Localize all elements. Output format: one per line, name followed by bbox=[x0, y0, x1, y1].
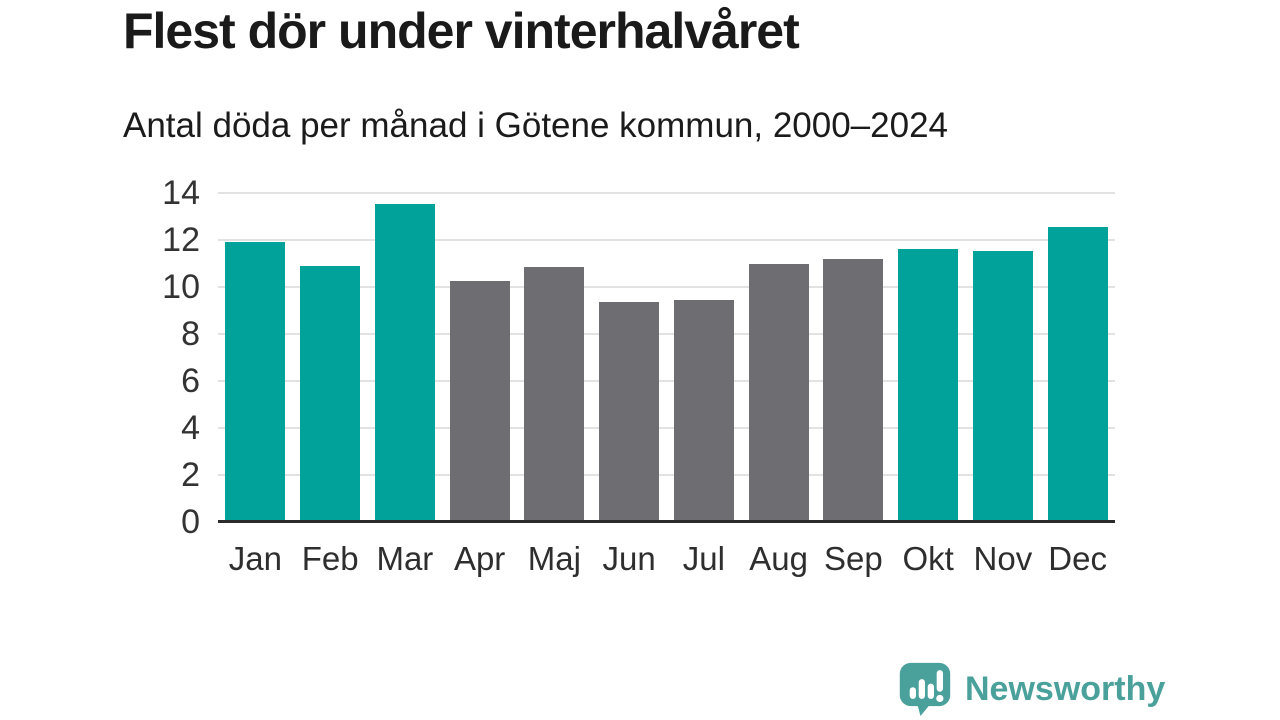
logo-bar-3 bbox=[927, 683, 934, 699]
gridline-y6 bbox=[218, 380, 1115, 382]
bar-jun bbox=[599, 302, 660, 522]
bar-aug bbox=[748, 263, 809, 522]
brand-name: Newsworthy bbox=[965, 669, 1166, 708]
x-tick-label-feb: Feb bbox=[301, 540, 359, 577]
x-tick-label-jul: Jul bbox=[682, 540, 725, 577]
y-tick-label-12: 12 bbox=[162, 221, 200, 259]
y-tick-label-6: 6 bbox=[181, 362, 200, 400]
bar-apr bbox=[449, 281, 510, 522]
bar-feb bbox=[300, 265, 361, 522]
logo-exclamation-stem bbox=[936, 670, 943, 692]
x-tick-label-jun: Jun bbox=[602, 540, 656, 577]
logo-bar-1 bbox=[909, 687, 916, 699]
y-tick-label-4: 4 bbox=[181, 409, 200, 447]
y-tick-label-0: 0 bbox=[181, 503, 200, 541]
bar-mar bbox=[374, 203, 435, 522]
x-tick-label-sep: Sep bbox=[824, 540, 883, 577]
bar-jan bbox=[225, 242, 286, 522]
gridline-y12 bbox=[218, 239, 1115, 241]
logo-exclamation-dot bbox=[936, 694, 944, 703]
x-tick-label-aug: Aug bbox=[749, 540, 808, 577]
newsworthy-logo-icon bbox=[899, 662, 951, 716]
y-tick-label-10: 10 bbox=[162, 268, 200, 306]
brand-footer: Newsworthy bbox=[898, 661, 1165, 717]
y-tick-label-14: 14 bbox=[162, 174, 200, 212]
y-tick-label-2: 2 bbox=[181, 456, 200, 494]
x-tick-label-mar: Mar bbox=[376, 540, 434, 577]
gridline-y10 bbox=[218, 286, 1115, 288]
x-tick-label-okt: Okt bbox=[902, 540, 954, 577]
chart-subtitle: Antal döda per månad i Götene kommun, 20… bbox=[123, 106, 949, 145]
gridline-y4 bbox=[218, 427, 1115, 429]
bar-nov bbox=[972, 250, 1033, 522]
y-tick-label-8: 8 bbox=[181, 315, 200, 353]
gridline-y8 bbox=[218, 333, 1115, 335]
bar-dec bbox=[1047, 227, 1108, 522]
gridline-y2 bbox=[218, 474, 1115, 476]
bar-maj bbox=[524, 267, 585, 522]
x-tick-label-jan: Jan bbox=[228, 540, 282, 577]
x-tick-label-maj: Maj bbox=[527, 540, 581, 577]
x-axis-line bbox=[218, 520, 1115, 523]
plot-area bbox=[218, 192, 1115, 523]
chart-title: Flest dör under vinterhalvåret bbox=[123, 3, 800, 59]
x-tick-label-nov: Nov bbox=[973, 540, 1033, 577]
bar-jul bbox=[673, 299, 734, 522]
x-tick-label-apr: Apr bbox=[453, 540, 506, 577]
logo-bar-2 bbox=[918, 679, 925, 699]
bar-okt bbox=[898, 249, 959, 522]
x-tick-label-dec: Dec bbox=[1048, 540, 1107, 577]
gridline-y14 bbox=[218, 192, 1115, 194]
bar-sep bbox=[823, 258, 884, 522]
